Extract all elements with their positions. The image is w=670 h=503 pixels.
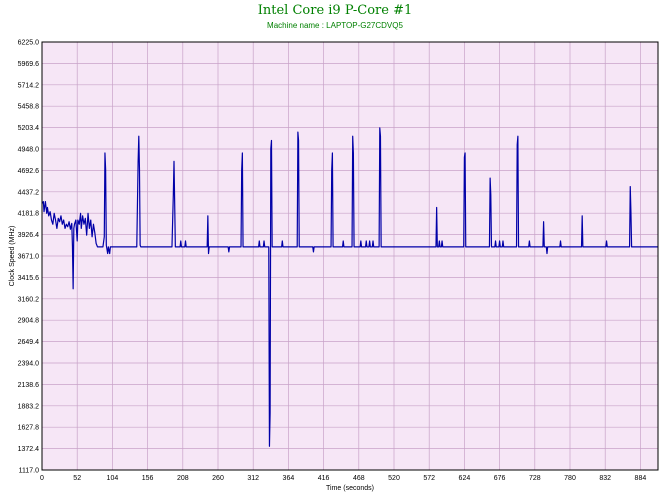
x-axis-label: Time (seconds) <box>326 485 374 492</box>
y-tick-label: 4948.0 <box>18 147 40 154</box>
y-tick-label: 2649.4 <box>18 339 40 346</box>
y-tick-label: 2904.8 <box>18 318 40 325</box>
x-tick-label: 676 <box>494 475 506 482</box>
x-tick-label: 260 <box>212 475 224 482</box>
y-tick-label: 5458.8 <box>18 104 40 111</box>
y-tick-label: 4692.6 <box>18 168 40 175</box>
x-tick-label: 312 <box>247 475 259 482</box>
x-tick-label: 728 <box>529 475 541 482</box>
x-tick-label: 468 <box>353 475 365 482</box>
series-line <box>41 127 658 447</box>
y-tick-label: 5714.2 <box>18 82 40 89</box>
y-tick-label: 3160.2 <box>18 296 40 303</box>
plot-frame <box>41 41 659 471</box>
y-tick-label: 1883.2 <box>18 403 40 410</box>
chart-subtitle: Machine name : LAPTOP-G27CDVQ5 <box>267 21 403 30</box>
y-tick-label: 1627.8 <box>18 425 40 432</box>
y-tick-label: 6225.0 <box>18 40 40 47</box>
x-tick-label: 572 <box>423 475 435 482</box>
chart-title: Intel Core i9 P-Core #1 <box>257 3 413 18</box>
y-tick-label: 3926.4 <box>18 232 40 239</box>
x-tick-label: 780 <box>564 475 576 482</box>
y-tick-label: 1117.0 <box>19 468 39 475</box>
x-tick-label: 0 <box>40 475 44 482</box>
x-tick-label: 364 <box>283 475 295 482</box>
x-tick-label: 104 <box>107 475 119 482</box>
x-tick-label: 208 <box>177 475 189 482</box>
y-axis-ticks: 6225.0 5969.6 5714.2 5458.8 5203.4 4948.0 4692… <box>18 40 40 475</box>
y-tick-label: 5969.6 <box>18 61 40 68</box>
y-tick-label: 1372.4 <box>18 446 40 453</box>
x-tick-label: 624 <box>459 475 471 482</box>
x-tick-label: 52 <box>73 475 81 482</box>
y-tick-label: 3671.0 <box>18 254 40 261</box>
x-tick-label: 832 <box>599 475 611 482</box>
x-tick-label: 520 <box>388 475 400 482</box>
x-tick-label: 884 <box>635 475 647 482</box>
y-tick-label: 4437.2 <box>18 189 40 196</box>
y-tick-label: 4181.8 <box>18 211 40 218</box>
grid <box>41 41 658 471</box>
y-tick-label: 5203.4 <box>18 125 40 132</box>
x-axis-ticks: 0 52 104 156 208 260 312 364 416 468 520 572 624 676 7… <box>40 475 646 482</box>
x-tick-label: 156 <box>142 475 154 482</box>
y-tick-label: 3415.6 <box>18 275 40 282</box>
y-tick-label: 2394.0 <box>18 361 40 368</box>
x-tick-label: 416 <box>318 475 330 482</box>
y-tick-label: 2138.6 <box>18 382 40 389</box>
y-axis-label: Clock Speed (MHz) <box>9 226 16 287</box>
